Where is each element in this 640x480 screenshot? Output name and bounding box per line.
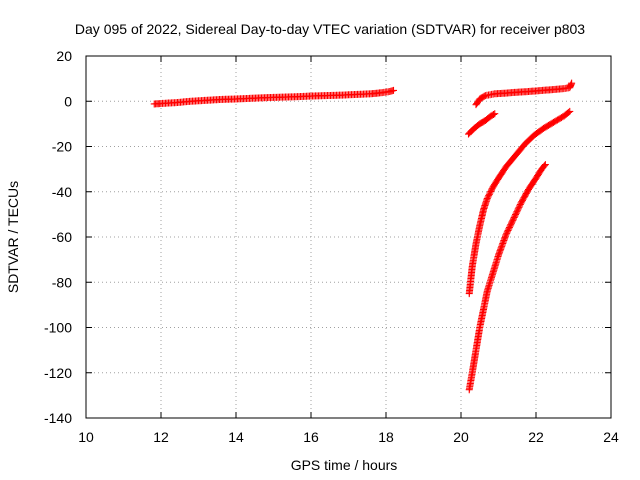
x-axis-label: GPS time / hours bbox=[291, 457, 398, 473]
x-tick-label: 22 bbox=[528, 429, 544, 445]
data-point bbox=[490, 110, 497, 118]
data-point bbox=[390, 86, 397, 94]
y-tick-label: -60 bbox=[52, 229, 72, 245]
data-point bbox=[565, 108, 573, 116]
y-tick-label: -120 bbox=[44, 365, 72, 381]
series-4 bbox=[465, 107, 574, 298]
data-point bbox=[566, 107, 574, 115]
x-tick-label: 10 bbox=[78, 429, 94, 445]
y-tick-labels: 20 0 -20 -40 -60 -80 -100 -120 -140 bbox=[44, 48, 72, 426]
x-tick-label: 18 bbox=[378, 429, 394, 445]
y-tick-label: 20 bbox=[56, 48, 72, 64]
x-tick-label: 16 bbox=[303, 429, 319, 445]
data-point bbox=[491, 110, 499, 118]
data-point bbox=[568, 79, 576, 87]
y-tick-label: -80 bbox=[52, 274, 72, 290]
series-1 bbox=[150, 86, 397, 108]
y-tick-label: -20 bbox=[52, 139, 72, 155]
data-point bbox=[541, 161, 549, 169]
data-points bbox=[150, 79, 576, 394]
series-2 bbox=[472, 79, 576, 109]
y-tick-label: -100 bbox=[44, 320, 72, 336]
data-point bbox=[540, 162, 548, 170]
x-tick-label: 14 bbox=[228, 429, 244, 445]
series-3 bbox=[465, 110, 499, 138]
plot-frame bbox=[85, 55, 612, 419]
y-tick-label: -40 bbox=[52, 184, 72, 200]
series-5 bbox=[465, 161, 549, 394]
y-tick-label: 0 bbox=[64, 93, 72, 109]
axis-ticks bbox=[85, 55, 612, 419]
x-tick-label: 12 bbox=[153, 429, 169, 445]
grid bbox=[86, 56, 611, 418]
y-axis-label: SDTVAR / TECUs bbox=[5, 181, 21, 293]
x-tick-label: 20 bbox=[453, 429, 469, 445]
chart-title: Day 095 of 2022, Sidereal Day-to-day VTE… bbox=[75, 21, 585, 37]
x-tick-labels: 10 12 14 16 18 20 22 24 bbox=[78, 429, 619, 445]
x-tick-label: 24 bbox=[603, 429, 619, 445]
y-tick-label: -140 bbox=[44, 410, 72, 426]
